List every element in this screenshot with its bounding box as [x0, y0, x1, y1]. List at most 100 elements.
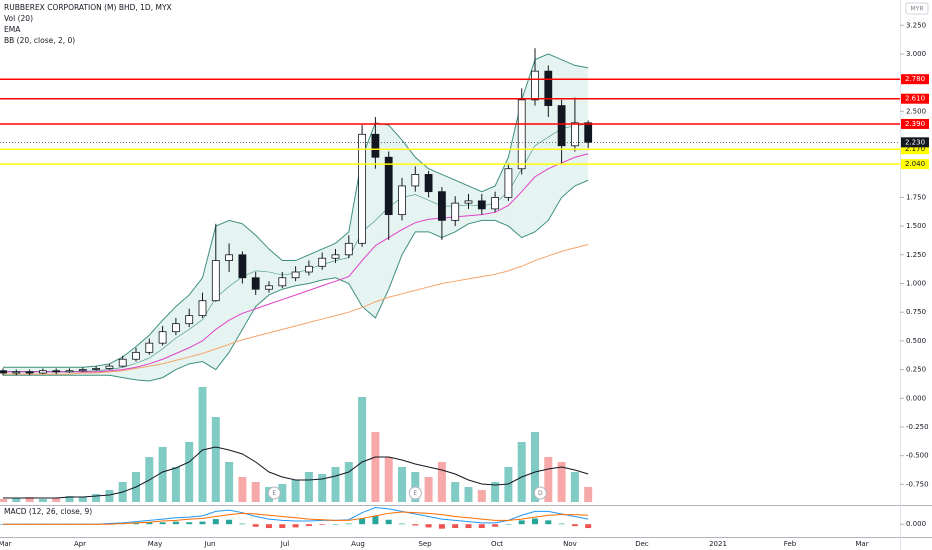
candle-body	[491, 197, 500, 210]
candle-body	[531, 70, 539, 101]
x-tick-label: Mar	[855, 540, 868, 548]
volume-bar	[477, 490, 486, 502]
candle-body	[344, 242, 353, 256]
macd-hist	[186, 522, 193, 525]
volume-bar	[584, 487, 593, 502]
candle-body	[78, 369, 87, 372]
y-tick-label: 3.000	[906, 50, 926, 58]
macd-hist	[518, 520, 525, 525]
macd-hist	[252, 524, 259, 527]
macd-hist	[345, 523, 352, 525]
x-tick-label: Nov	[563, 540, 577, 548]
volume-bar	[171, 467, 180, 502]
macd-hist	[478, 524, 485, 529]
volume-bar	[0, 499, 7, 502]
candle-body	[331, 254, 340, 259]
x-tick-label: Dec	[635, 540, 649, 548]
macd-hist	[585, 524, 592, 529]
candle-body	[517, 99, 526, 170]
volume-bar	[92, 494, 101, 502]
candle-body	[464, 200, 473, 204]
volume-bar	[424, 477, 433, 502]
y-tick-label: 1.500	[906, 222, 926, 230]
macd-hist	[571, 524, 578, 527]
currency-box[interactable]	[905, 2, 929, 15]
price-badge-label: 2.230	[905, 138, 925, 146]
currency: MYR	[910, 6, 923, 13]
macd-hist	[199, 521, 206, 525]
macd-hist	[266, 524, 272, 529]
bb-upper	[3, 53, 589, 368]
macd-hist	[226, 519, 233, 525]
candle-body	[477, 200, 486, 210]
volume-bar	[517, 442, 526, 502]
y-tick-label: 0.750	[906, 308, 926, 316]
event-marker	[267, 486, 281, 500]
candle-body	[65, 370, 74, 373]
volume-bar	[304, 472, 313, 502]
candle-body	[437, 191, 446, 221]
macd-hist	[399, 523, 405, 525]
candle-body	[211, 260, 220, 302]
volume-bar	[251, 482, 260, 502]
volume-bar	[464, 487, 473, 502]
volume-bar	[278, 484, 287, 502]
candle-body	[25, 371, 34, 374]
macd-hist	[452, 524, 459, 529]
volume-bar	[384, 457, 393, 502]
event-label: E	[272, 490, 276, 497]
price-badge	[901, 144, 929, 155]
event-marker	[533, 486, 547, 500]
price-badge	[901, 137, 929, 148]
volume-ma	[3, 446, 589, 499]
candle-body	[451, 202, 460, 221]
macd-hist	[438, 524, 445, 529]
candle-body	[318, 257, 327, 267]
chart-title: RUBBEREX CORPORATION (M) BHD, 1D, MYX	[4, 3, 172, 12]
y-tick-label: 1.750	[906, 193, 926, 201]
candle-body	[145, 342, 154, 353]
candle-body	[238, 254, 247, 279]
volume-bar	[358, 397, 367, 502]
x-tick-label: Feb	[784, 540, 797, 548]
volume-bar	[451, 482, 460, 502]
candle-body	[158, 331, 167, 344]
macd-hist	[532, 518, 538, 525]
volume-bar	[437, 462, 446, 502]
macd-hist	[385, 519, 392, 525]
x-tick-label: Sep	[418, 540, 432, 548]
x-tick-label: Aug	[351, 540, 365, 548]
macd-hist	[505, 524, 512, 525]
y-tick-label: -0.250	[906, 423, 929, 431]
macd-hist	[133, 522, 139, 525]
candle-body	[52, 370, 61, 373]
bb-lower	[3, 179, 589, 382]
event-label: D	[538, 490, 543, 497]
volume-bar	[570, 472, 579, 502]
ema-long	[3, 243, 589, 375]
candle-body	[0, 370, 7, 374]
volume-bar	[52, 498, 61, 502]
macd-hist	[146, 522, 153, 525]
y-tick-label: 1.000	[906, 279, 926, 287]
y-tick-label: -0.750	[906, 480, 929, 488]
macd-hist	[319, 524, 326, 525]
candle-body	[291, 271, 300, 279]
price-badge	[901, 118, 929, 129]
volume-bar	[25, 497, 34, 502]
indicator-label: Vol (20)	[4, 14, 33, 23]
x-tick-label: Apr	[74, 540, 86, 548]
volume-bar	[344, 462, 353, 502]
x-tick-label: Jul	[280, 540, 290, 548]
volume-bar	[225, 462, 234, 502]
candle-body	[398, 185, 406, 216]
volume-bar	[557, 462, 566, 502]
macd-hist	[332, 524, 339, 525]
candle-body	[39, 370, 47, 374]
x-tick-label: Mar	[0, 540, 12, 548]
indicator-label: BB (20, close, 2, 0)	[4, 36, 75, 45]
price-badge	[901, 74, 929, 85]
macd-hist	[492, 524, 499, 527]
x-tick-label: Oct	[491, 540, 503, 548]
